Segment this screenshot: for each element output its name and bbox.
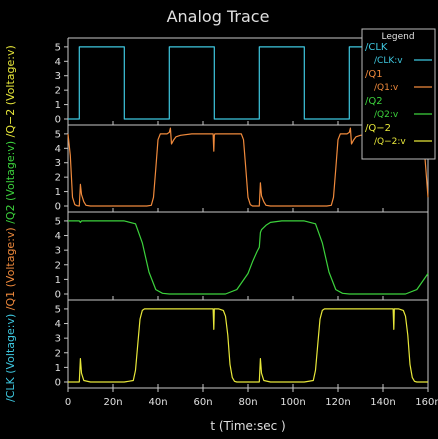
y-tick-label: 2 (55, 86, 61, 97)
x-tick-label: 80n (238, 397, 257, 408)
y-tick-label: 0 (55, 115, 61, 126)
x-tick-label: 20n (103, 397, 122, 408)
panel-3: 0 1 2 3 4 5 (55, 212, 429, 301)
chart-title: Analog Trace (167, 7, 270, 26)
y-tick-label: 3 (55, 334, 61, 345)
y-tick-label: 1 (55, 100, 61, 111)
legend-entry-name: /Q2 (365, 96, 383, 107)
y-tick-label: 1 (55, 187, 61, 198)
y-tick-label: 5 (55, 42, 61, 53)
y-tick-label: 4 (55, 319, 61, 330)
y-tick-label: 4 (55, 231, 61, 242)
y-axis-label-part: /CLK (Voltage:v) (4, 310, 17, 402)
y-tick-label: 4 (55, 144, 61, 155)
legend-entry-label: /Q1:v (374, 83, 399, 93)
y-tick-label: 2 (55, 173, 61, 184)
legend-entry-label: /Q−2:v (374, 137, 406, 147)
y-tick-label: 4 (55, 57, 61, 68)
x-axis: 0 20n 40n 60n 80n 100n 120n 140n 160n (65, 388, 438, 408)
series-line-2 (67, 127, 429, 207)
x-tick-label: 60n (193, 397, 212, 408)
y-tick-label: 2 (55, 260, 61, 271)
legend-entry-label: /CLK:v (374, 56, 403, 66)
x-tick-label: 120n (325, 397, 350, 408)
series-line-4 (68, 308, 428, 383)
y-axis-label-part: /Q1 (Voltage:v) (4, 224, 17, 310)
series-line-1 (68, 46, 428, 120)
x-tick-label: 140n (370, 397, 395, 408)
legend: Legend/CLK/CLK:v/Q1/Q1:v/Q2/Q2:v/Q−2/Q−2… (361, 28, 436, 160)
y-axis-label: /CLK (Voltage:v) /Q1 (Voltage:v) /Q2 (Vo… (4, 45, 17, 402)
legend-entry-name: /Q−2 (365, 123, 391, 134)
legend-entry-label: /Q2:v (374, 110, 399, 120)
x-tick-label: 100n (280, 397, 305, 408)
y-axis-label-part: /Q−2 (Voltage:v) (4, 45, 17, 137)
y-axis-label-part: /Q2 (Voltage:v) (4, 137, 17, 223)
y-tick-label: 1 (55, 363, 61, 374)
x-tick-label: 0 (65, 397, 71, 408)
legend-title: Legend (381, 32, 414, 42)
y-tick-label: 0 (55, 290, 61, 301)
legend-box (361, 28, 436, 160)
y-tick-label: 0 (55, 378, 61, 389)
x-tick-label: 160n (415, 397, 438, 408)
legend-entry-name: /CLK (365, 42, 388, 53)
x-tick-label: 40n (148, 397, 167, 408)
y-tick-label: 0 (55, 202, 61, 213)
y-tick-label: 5 (55, 216, 61, 227)
y-tick-label: 2 (55, 348, 61, 359)
y-tick-label: 5 (55, 129, 61, 140)
y-tick-label: 3 (55, 246, 61, 257)
series-line-3 (68, 220, 429, 295)
x-axis-label: t (Time:sec ) (210, 419, 285, 433)
y-tick-label: 3 (55, 158, 61, 169)
y-tick-label: 5 (55, 304, 61, 315)
y-axis-label-text: /CLK (Voltage:v) /Q1 (Voltage:v) /Q2 (Vo… (4, 45, 17, 402)
panel-4: 0 1 2 3 4 5 (55, 300, 429, 389)
y-tick-label: 3 (55, 71, 61, 82)
legend-entry-name: /Q1 (365, 69, 383, 80)
y-tick-label: 1 (55, 275, 61, 286)
